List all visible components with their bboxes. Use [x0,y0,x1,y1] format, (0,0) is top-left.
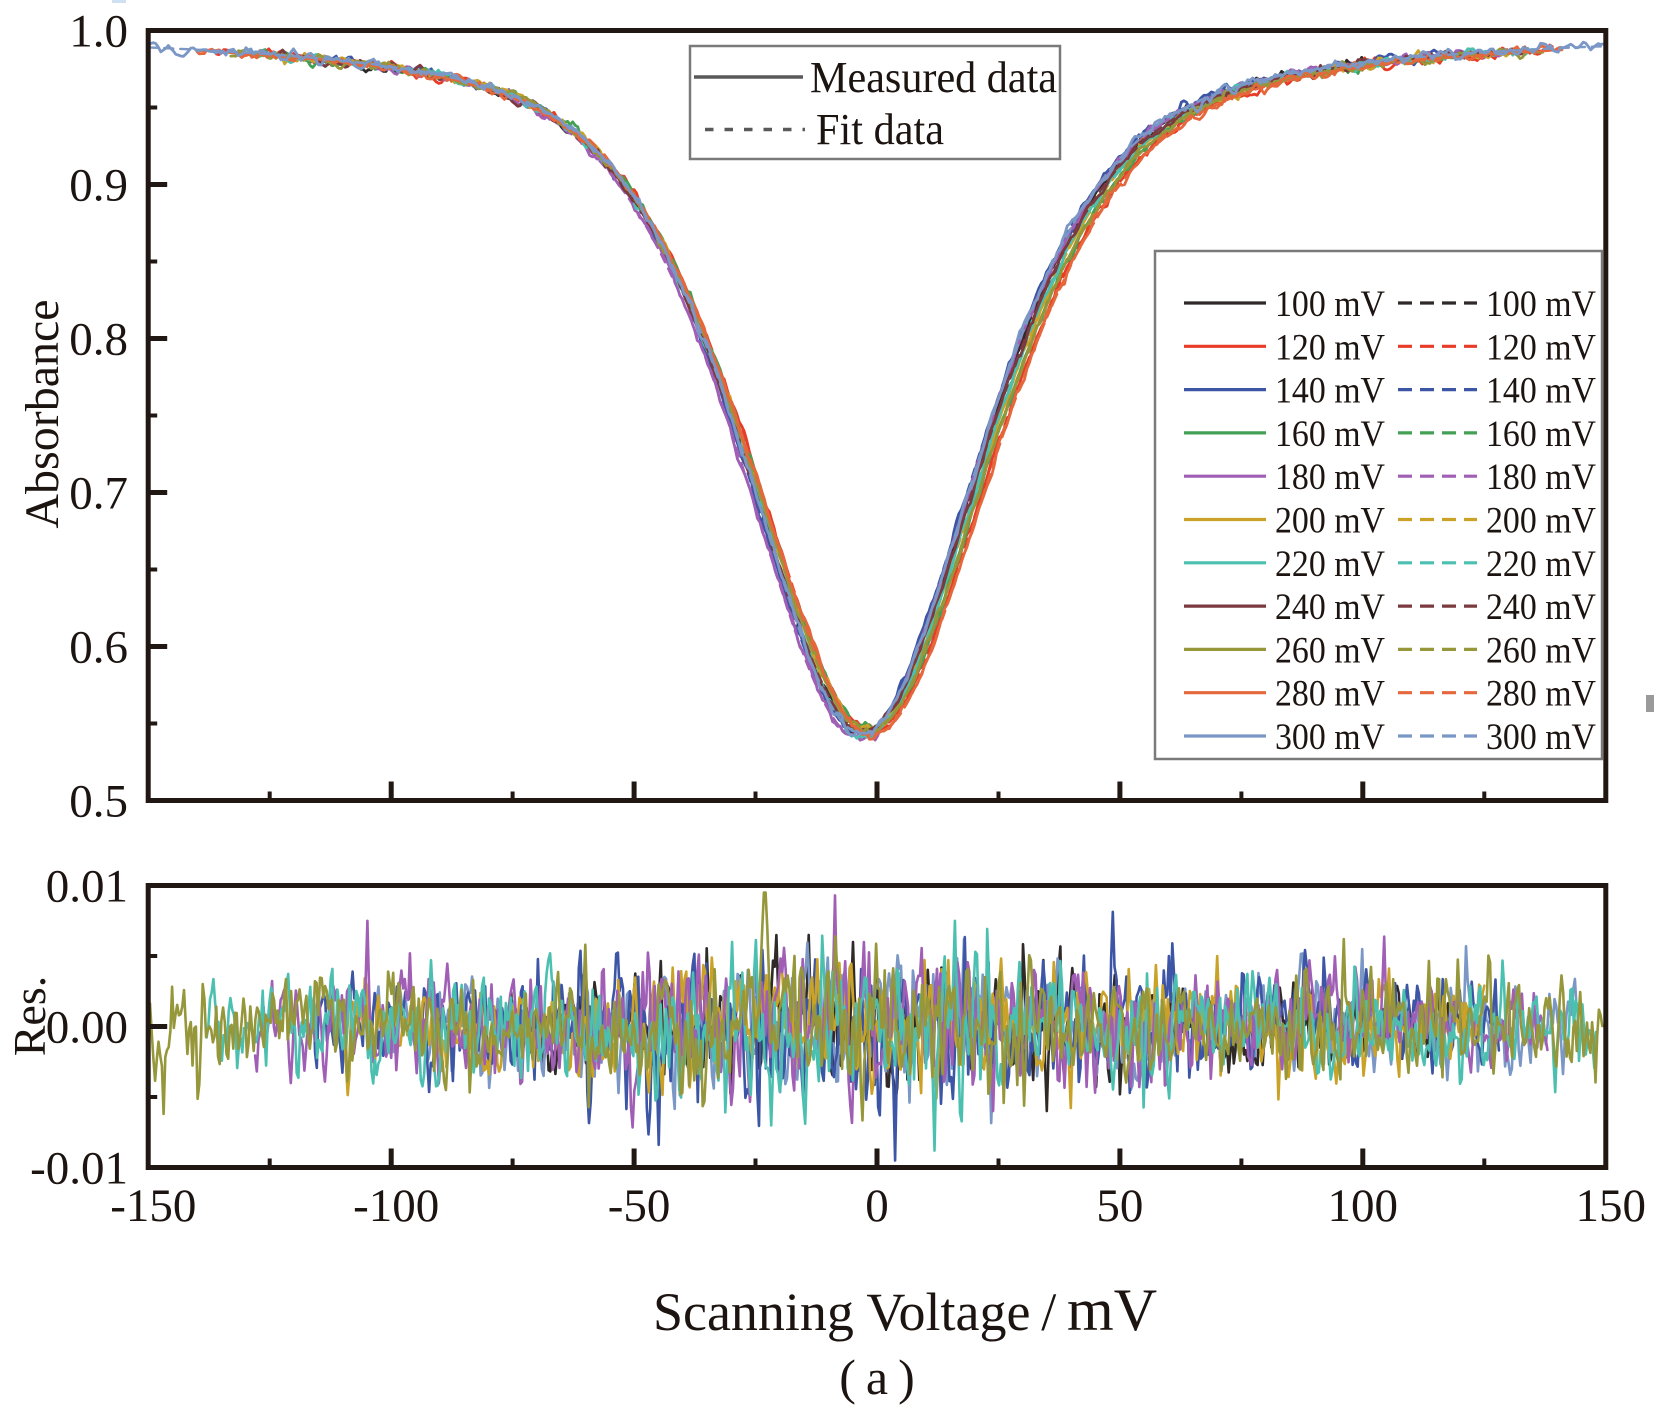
svg-text:120 mV: 120 mV [1275,327,1385,368]
svg-text:180 mV: 180 mV [1275,457,1385,498]
svg-text:280 mV: 280 mV [1275,674,1385,715]
svg-text:-50: -50 [608,1180,671,1232]
svg-text:0.00: 0.00 [46,1002,128,1054]
svg-text:160 mV: 160 mV [1486,414,1596,455]
svg-text:0.01: 0.01 [46,861,128,913]
svg-text:1.0: 1.0 [69,6,128,58]
svg-text:150: 150 [1575,1180,1646,1232]
svg-text:220 mV: 220 mV [1275,544,1385,585]
svg-text:Fit data: Fit data [816,105,944,154]
svg-text:Measured data: Measured data [810,53,1057,102]
svg-text:100 mV: 100 mV [1486,284,1596,325]
svg-text:260 mV: 260 mV [1486,630,1596,671]
svg-text:160 mV: 160 mV [1275,414,1385,455]
svg-text:Scanning Voltage / mV: Scanning Voltage / mV [653,1277,1157,1343]
svg-text:120 mV: 120 mV [1486,327,1596,368]
svg-text:0: 0 [865,1180,889,1232]
svg-text:( a ): ( a ) [839,1349,915,1405]
svg-text:0.8: 0.8 [69,314,128,366]
svg-text:0.7: 0.7 [69,468,128,520]
svg-text:0.5: 0.5 [69,776,128,828]
svg-text:140 mV: 140 mV [1486,371,1596,412]
svg-text:100 mV: 100 mV [1275,284,1385,325]
svg-text:100: 100 [1328,1180,1399,1232]
svg-text:240 mV: 240 mV [1275,587,1385,628]
svg-text:Res.: Res. [4,976,55,1057]
svg-text:240 mV: 240 mV [1486,587,1596,628]
svg-text:200 mV: 200 mV [1486,501,1596,542]
svg-text:50: 50 [1096,1180,1143,1232]
svg-text:220 mV: 220 mV [1486,544,1596,585]
svg-text:200 mV: 200 mV [1275,501,1385,542]
svg-text:Absorbance: Absorbance [16,299,69,528]
svg-text:280 mV: 280 mV [1486,674,1596,715]
svg-text:-100: -100 [353,1180,439,1232]
svg-text:0.6: 0.6 [69,622,128,674]
svg-text:140 mV: 140 mV [1275,371,1385,412]
svg-text:180 mV: 180 mV [1486,457,1596,498]
svg-text:0.9: 0.9 [69,160,128,212]
svg-text:260 mV: 260 mV [1275,630,1385,671]
svg-text:-0.01: -0.01 [30,1143,128,1195]
svg-text:-150: -150 [110,1180,196,1232]
svg-text:300 mV: 300 mV [1486,717,1596,758]
svg-text:300 mV: 300 mV [1275,717,1385,758]
